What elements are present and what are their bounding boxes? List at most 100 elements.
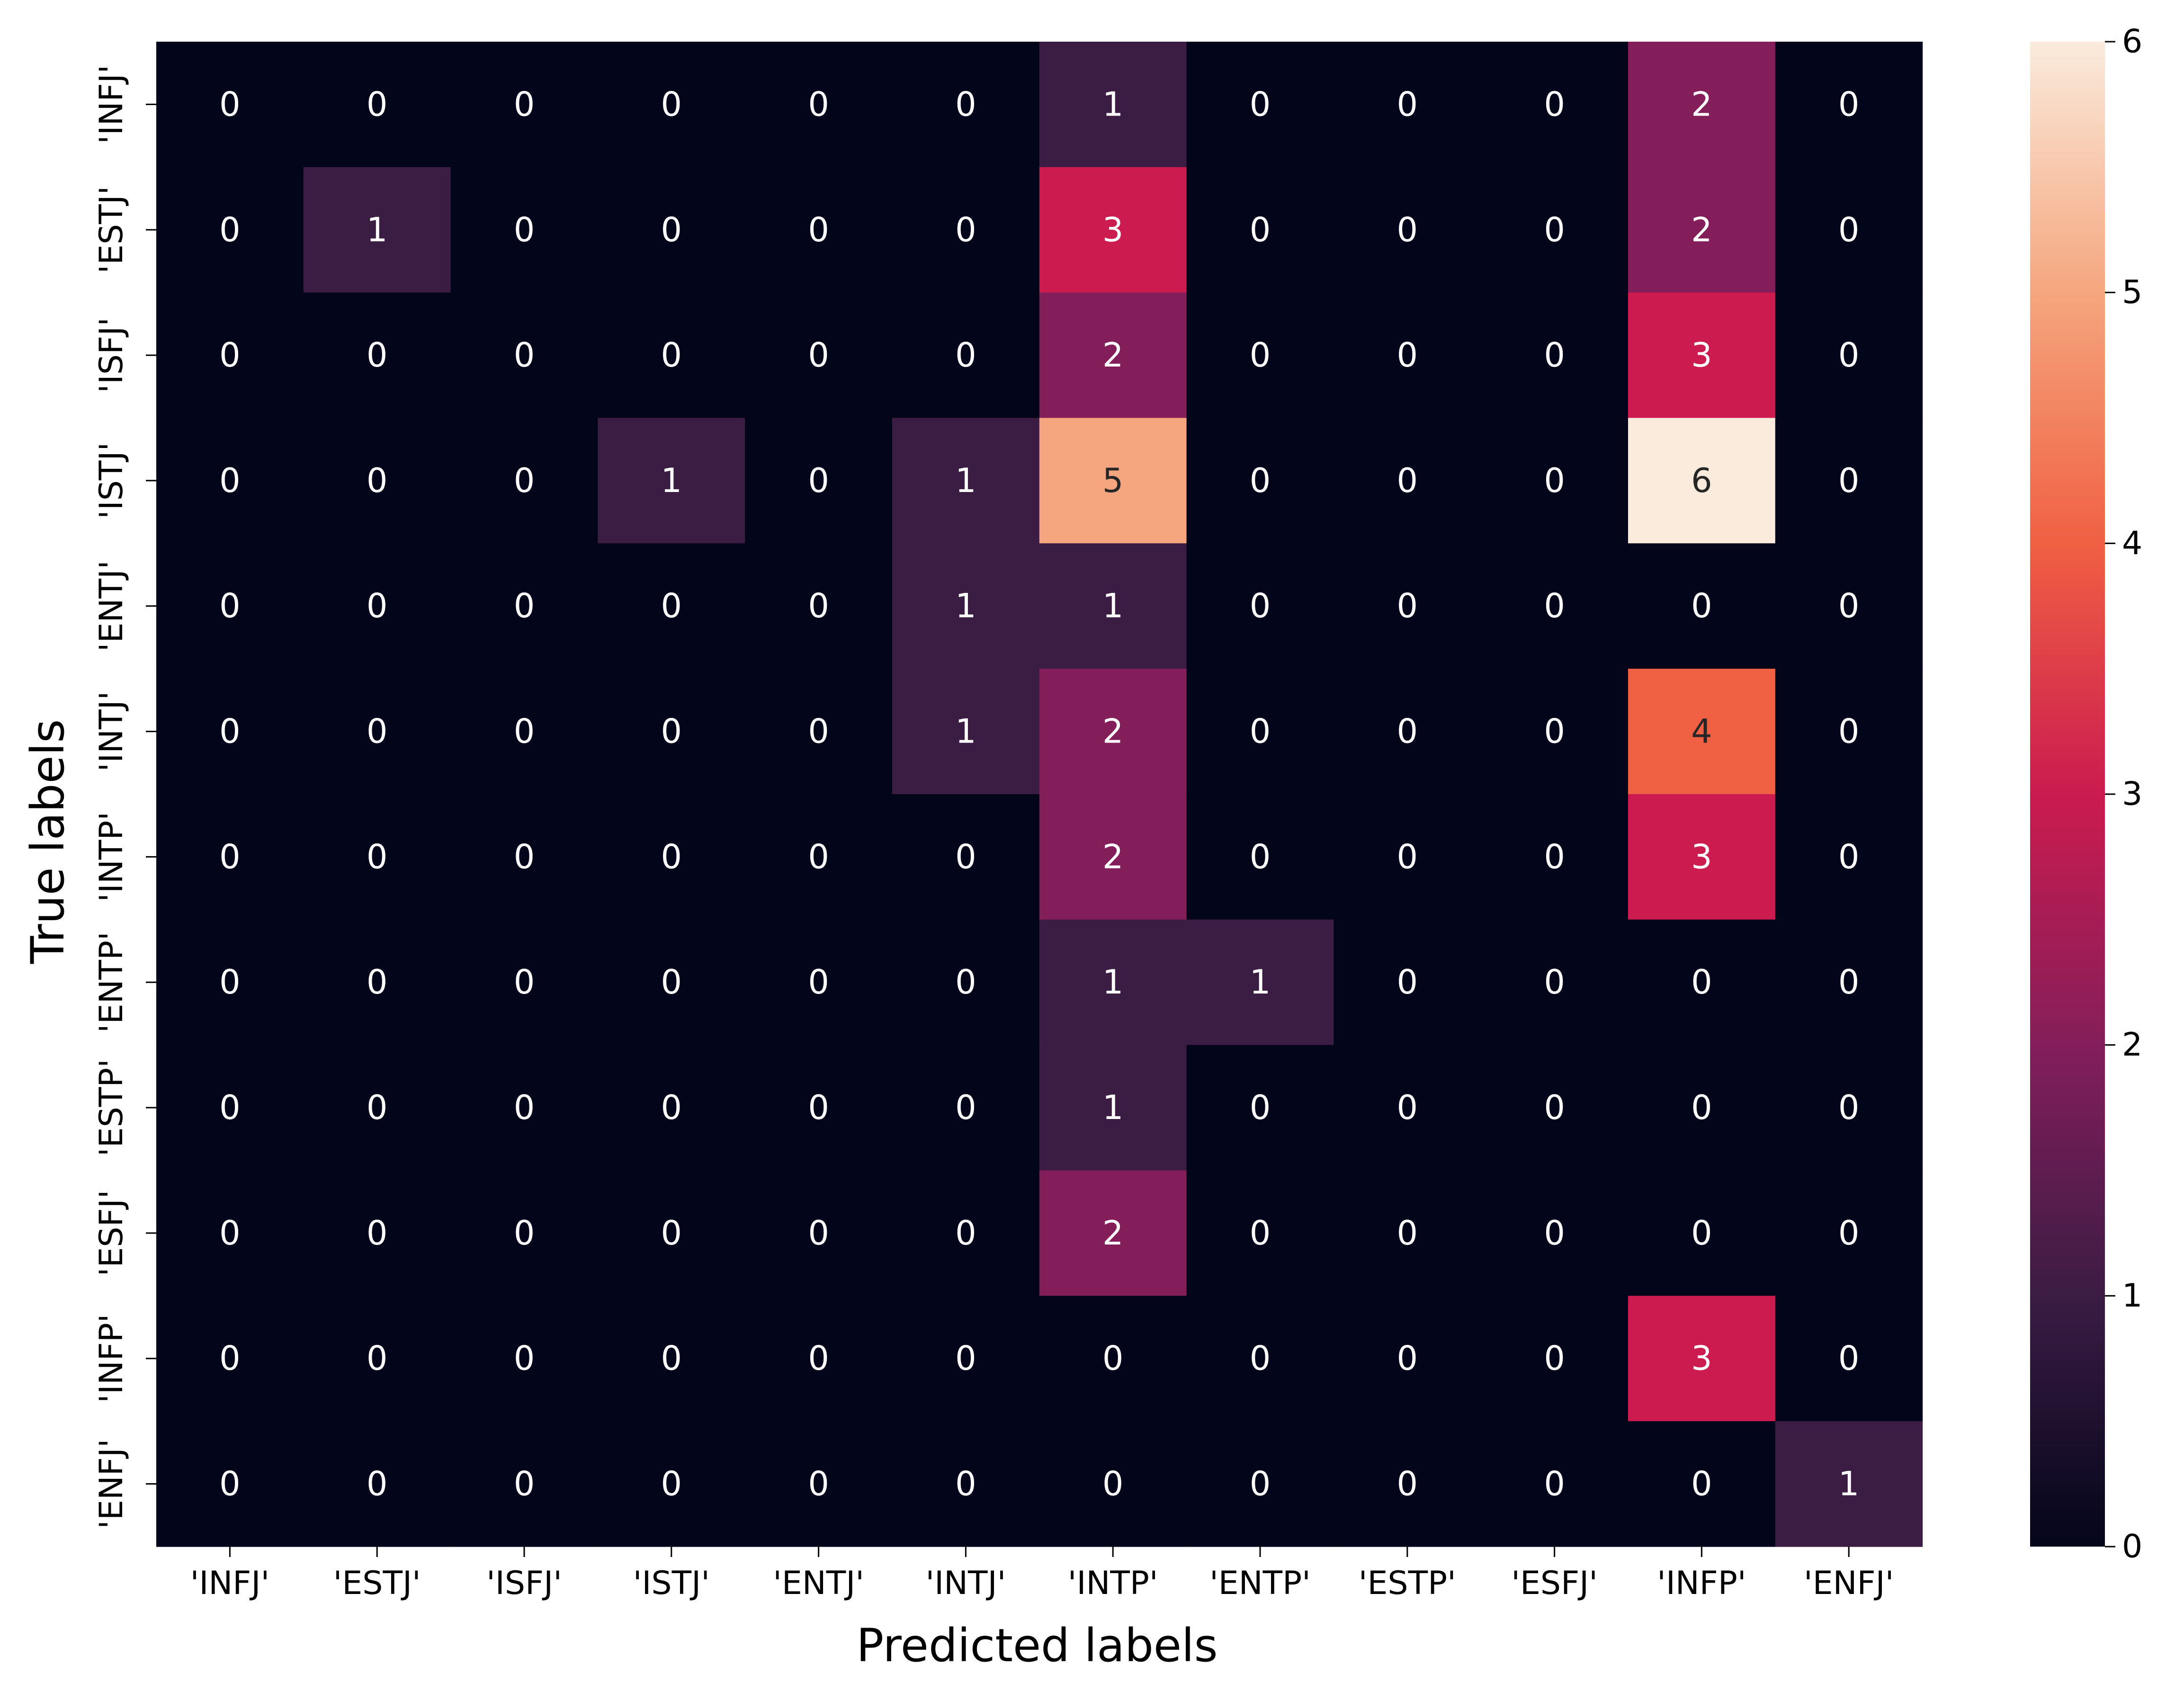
cell-value-label: 0 [661,1088,682,1127]
heatmap-cell [1334,42,1481,168]
cell-value-label: 0 [1544,1214,1565,1253]
heatmap-cell [1775,1421,1923,1547]
cell-value-label: 0 [1691,587,1712,626]
heatmap-cell [745,167,893,293]
cell-value-label: 0 [1544,837,1565,876]
heatmap-cell [1039,292,1187,419]
cell-value-label: 0 [1544,1088,1565,1127]
cell-value-label: 0 [514,712,535,751]
cell-value-label: 0 [955,1339,976,1378]
heatmap-cell [156,418,304,544]
heatmap-cell [303,42,451,168]
heatmap-cell [1186,1296,1334,1422]
colorbar-ticks: 0 1 2 3 4 5 6 [2105,23,2142,1566]
cell-value-label: 0 [1397,210,1418,249]
cell-value-label: 0 [661,1339,682,1378]
heatmap-cell [1186,794,1334,920]
cell-value-label: 0 [955,837,976,876]
cell-value-label: 3 [1691,1339,1712,1378]
heatmap-cell [745,1170,893,1296]
cell-value-label: 0 [1544,336,1565,375]
colorbar-tick-label: 1 [2122,1277,2142,1315]
cell-value-label: 0 [1544,210,1565,249]
cell-value-label: 3 [1691,336,1712,375]
cell-value-label: 0 [1691,1465,1712,1504]
x-tick-label: 'ENTP' [1209,1565,1311,1602]
heatmap-cell [1039,42,1187,168]
heatmap-cell [303,292,451,419]
heatmap-cell [156,919,304,1046]
colorbar-tick-label: 6 [2122,23,2142,61]
heatmap-cell [1775,1045,1923,1171]
heatmap-cell [303,1045,451,1171]
heatmap-cell [1481,1045,1629,1171]
cell-value-label: 0 [808,1339,829,1378]
heatmap-cell [598,42,745,168]
cell-value-label: 2 [1102,1214,1124,1253]
heatmap-cell [1628,1421,1776,1547]
heatmap-cell [892,42,1040,168]
heatmap-cell [1186,1045,1334,1171]
cell-value-label: 0 [1250,85,1271,124]
heatmap-cell [303,794,451,920]
cell-value-label: 0 [1691,963,1712,1002]
heatmap-cell [1039,1421,1187,1547]
heatmap-cell [1481,418,1629,544]
cell-value-label: 0 [1250,461,1271,500]
heatmap-cell [1775,794,1923,920]
colorbar-tick-label: 2 [2122,1026,2142,1064]
cell-value-label: 0 [1838,1339,1860,1378]
cell-value-label: 0 [808,336,829,375]
y-tick-label: 'ESFJ' [93,1190,130,1277]
cell-value-label: 0 [514,461,535,500]
cell-value-label: 0 [661,587,682,626]
cell-value-label: 0 [1397,461,1418,500]
heatmap-cell [450,1296,598,1422]
heatmap-cell [1628,42,1776,168]
cell-value-label: 3 [1102,210,1124,249]
heatmap-cell [450,418,598,544]
heatmap-cell [1775,418,1923,544]
heatmap-cell [1186,167,1334,293]
cell-value-label: 0 [1838,85,1860,124]
cell-value-label: 0 [219,963,241,1002]
heatmap-cell [1628,167,1776,293]
heatmap-cell [450,919,598,1046]
cell-value-label: 0 [1250,210,1271,249]
cell-value-label: 0 [367,461,388,500]
cell-value-label: 0 [955,85,976,124]
cell-value-label: 0 [1250,336,1271,375]
cell-value-label: 0 [808,712,829,751]
cell-value-label: 0 [1397,587,1418,626]
cell-value-label: 1 [1102,1088,1124,1127]
heatmap-cell [1334,919,1481,1046]
cell-value-label: 0 [367,336,388,375]
heatmap-cell [303,1170,451,1296]
heatmap-cell [1775,167,1923,293]
heatmap-cell [1628,919,1776,1046]
y-tick-label: 'INFJ' [93,65,130,144]
cell-value-label: 1 [955,712,976,751]
cell-value-label: 0 [367,1465,388,1504]
heatmap-cell [450,292,598,419]
cell-value-label: 0 [955,1214,976,1253]
cell-value-label: 0 [1102,1465,1124,1504]
cell-value-label: 0 [514,85,535,124]
heatmap-cell [892,794,1040,920]
cell-value-label: 0 [808,587,829,626]
cell-value-label: 0 [661,1465,682,1504]
cell-value-label: 0 [367,712,388,751]
cell-value-label: 1 [955,461,976,500]
cell-value-label: 0 [808,85,829,124]
cell-value-label: 0 [808,461,829,500]
cell-value-label: 0 [808,837,829,876]
cell-value-label: 0 [1397,837,1418,876]
cell-value-label: 2 [1691,210,1712,249]
heatmap-cell [745,292,893,419]
heatmap-cell [892,543,1040,669]
cell-value-label: 0 [1250,837,1271,876]
y-tick-label: 'ENTJ' [93,560,130,652]
cell-value-label: 3 [1691,837,1712,876]
heatmap-cell [892,1045,1040,1171]
cell-value-label: 0 [219,85,241,124]
